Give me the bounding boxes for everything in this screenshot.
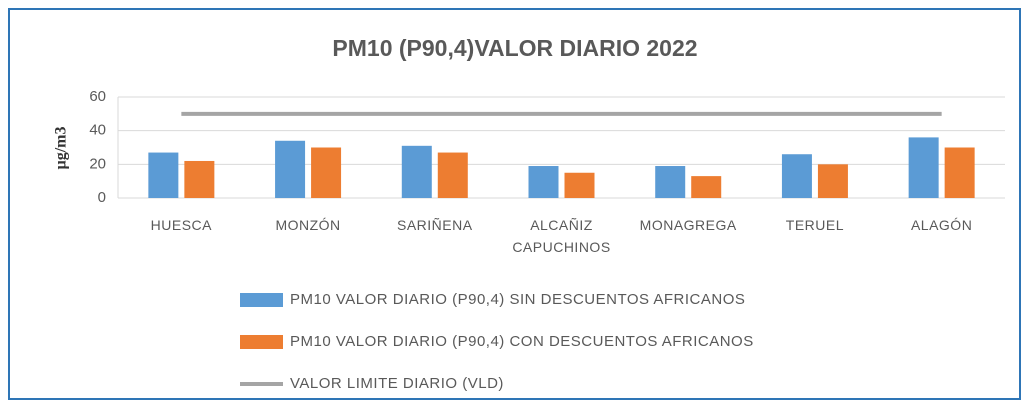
bar [564,172,595,198]
legend-swatch [240,293,283,307]
bar [817,164,848,198]
y-axis-label: µg/m3 [53,127,70,170]
legend-label: PM10 VALOR DIARIO (P90,4) SIN DESCUENTOS… [290,291,745,308]
y-tick-label: 60 [89,88,106,105]
bar [691,176,722,198]
y-tick-label: 40 [89,122,106,139]
bar [437,152,468,198]
legend-swatch [240,335,283,349]
bar [275,140,306,198]
x-tick-label: ALAGÓN [910,217,973,233]
chart-frame [8,8,1021,400]
chart-title: PM10 (P90,4)VALOR DIARIO 2022 [332,35,697,61]
bar [401,145,432,198]
y-tick-label: 0 [98,189,106,206]
bar [184,160,215,198]
x-tick-label: MONZÓN [275,217,341,233]
bar [528,166,559,198]
x-tick-label: ALCAÑIZ CAPUCHINOS [512,217,611,255]
bar [944,147,975,198]
y-tick-label: 20 [89,155,106,172]
legend-label: VALOR LIMITE DIARIO (VLD) [290,375,504,392]
bar [311,147,342,198]
x-tick-label: HUESCA [150,217,213,233]
x-tick-label: MONAGREGA [639,217,737,233]
bar [908,137,939,198]
bar [655,166,686,198]
bar [148,152,179,198]
bar [781,154,812,198]
x-tick-label: TERUEL [785,217,845,233]
legend-label: PM10 VALOR DIARIO (P90,4) CON DESCUENTOS… [290,333,754,350]
x-tick-label: SARIÑENA [396,217,473,233]
